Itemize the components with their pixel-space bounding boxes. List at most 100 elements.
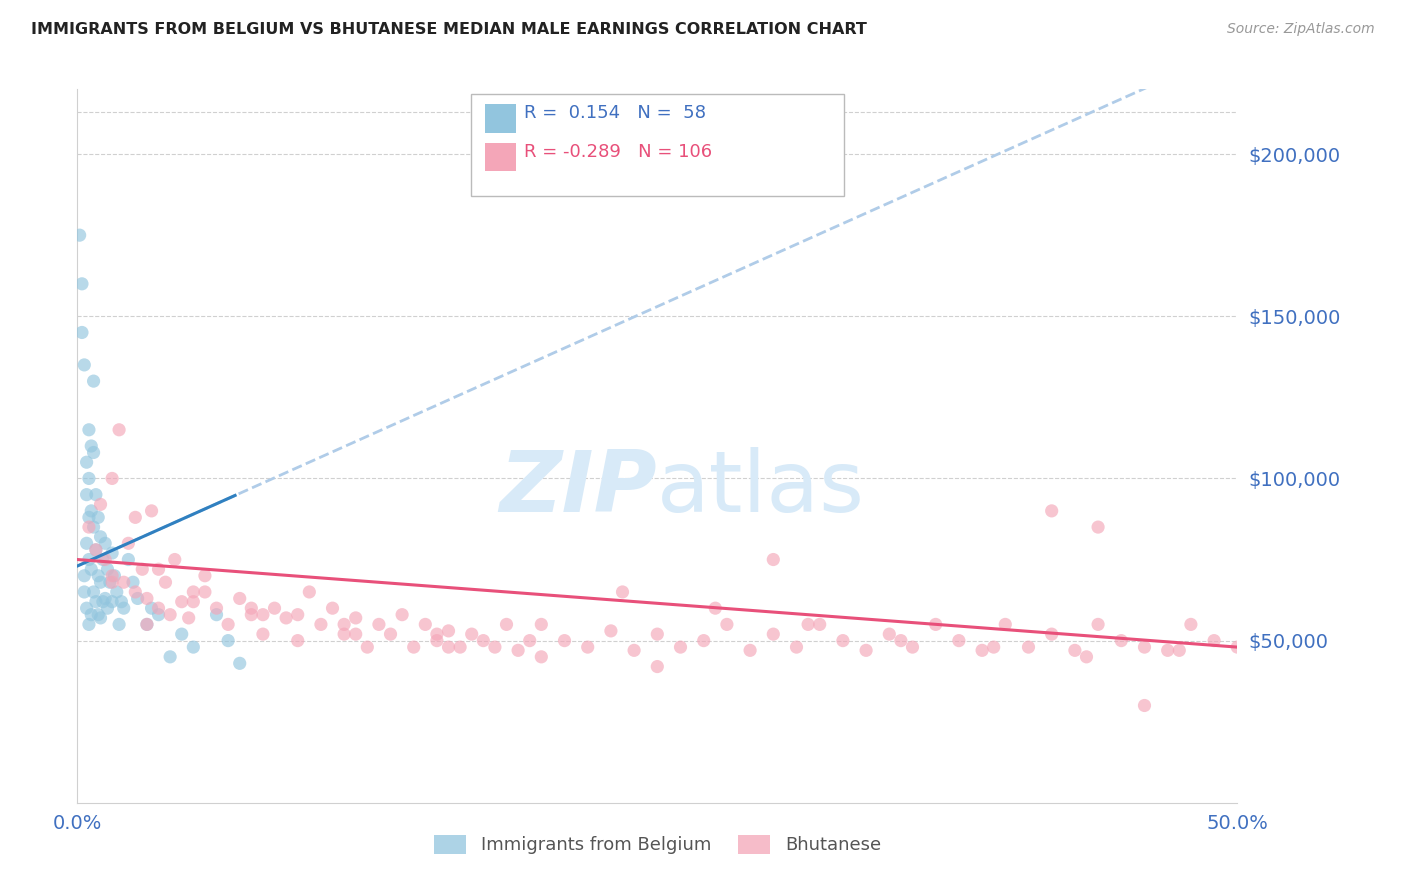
Point [287,607,309,622]
Point [148,601,170,615]
Point [402,640,425,654]
Point [808,617,831,632]
Point [1076,649,1098,664]
Point [194,585,217,599]
Point [77,520,100,534]
Point [170,627,193,641]
Point [122,575,145,590]
Point [1133,698,1156,713]
Point [80,504,103,518]
Point [647,659,669,673]
Point [263,601,285,615]
Point [135,591,157,606]
Text: IMMIGRANTS FROM BELGIUM VS BHUTANESE MEDIAN MALE EARNINGS CORRELATION CHART: IMMIGRANTS FROM BELGIUM VS BHUTANESE MED… [31,22,868,37]
Point [832,633,855,648]
Point [983,640,1005,654]
Point [356,640,378,654]
Point [155,575,177,590]
Point [484,640,506,654]
Point [73,585,96,599]
Point [83,520,105,534]
Point [228,591,252,606]
Point [101,546,124,560]
Point [380,627,402,641]
Point [506,643,529,657]
Point [159,607,181,622]
Point [344,611,367,625]
Point [94,536,117,550]
Point [112,601,135,615]
Point [368,617,391,632]
Point [194,568,217,582]
Point [77,423,100,437]
Point [112,575,135,590]
Point [183,640,205,654]
Point [1018,640,1040,654]
Point [1168,643,1191,657]
Point [287,633,309,648]
Point [135,617,157,632]
Point [333,617,356,632]
Point [437,640,460,654]
Point [344,627,367,641]
Point [797,617,820,632]
Point [80,562,103,576]
Point [135,617,157,632]
Point [449,640,471,654]
Point [855,643,877,657]
Point [600,624,623,638]
Point [205,607,228,622]
Point [91,552,114,566]
Point [240,601,263,615]
Point [76,536,98,550]
Point [159,649,181,664]
Point [426,633,449,648]
Point [205,601,228,615]
Point [704,601,727,615]
Point [925,617,948,632]
Point [76,455,98,469]
Point [716,617,738,632]
Point [117,552,139,566]
Point [183,595,205,609]
Point [90,497,111,511]
Point [83,374,105,388]
Legend: Immigrants from Belgium, Bhutanese: Immigrants from Belgium, Bhutanese [426,828,889,862]
Point [530,617,553,632]
Point [1226,640,1249,654]
Point [1133,640,1156,654]
Point [87,568,110,582]
Point [101,595,124,609]
Point [183,585,205,599]
Point [94,591,117,606]
Point [141,601,163,615]
Point [1202,633,1225,648]
Point [101,575,124,590]
Point [762,552,785,566]
Point [84,595,107,609]
Point [228,657,252,671]
Point [70,277,93,291]
Point [519,633,541,648]
Point [73,568,96,582]
Point [108,423,131,437]
Point [762,627,785,641]
Point [1040,504,1063,518]
Point [141,504,163,518]
Point [76,488,98,502]
Point [217,617,239,632]
Point [77,471,100,485]
Point [170,595,193,609]
Point [70,326,93,340]
Point [948,633,970,648]
Point [117,536,139,550]
Point [103,568,125,582]
Point [623,643,645,657]
Text: R = -0.289   N = 106: R = -0.289 N = 106 [524,143,713,161]
Point [87,607,110,622]
Point [972,643,994,657]
Point [148,607,170,622]
Point [252,607,274,622]
Point [437,624,460,638]
Point [1063,643,1085,657]
